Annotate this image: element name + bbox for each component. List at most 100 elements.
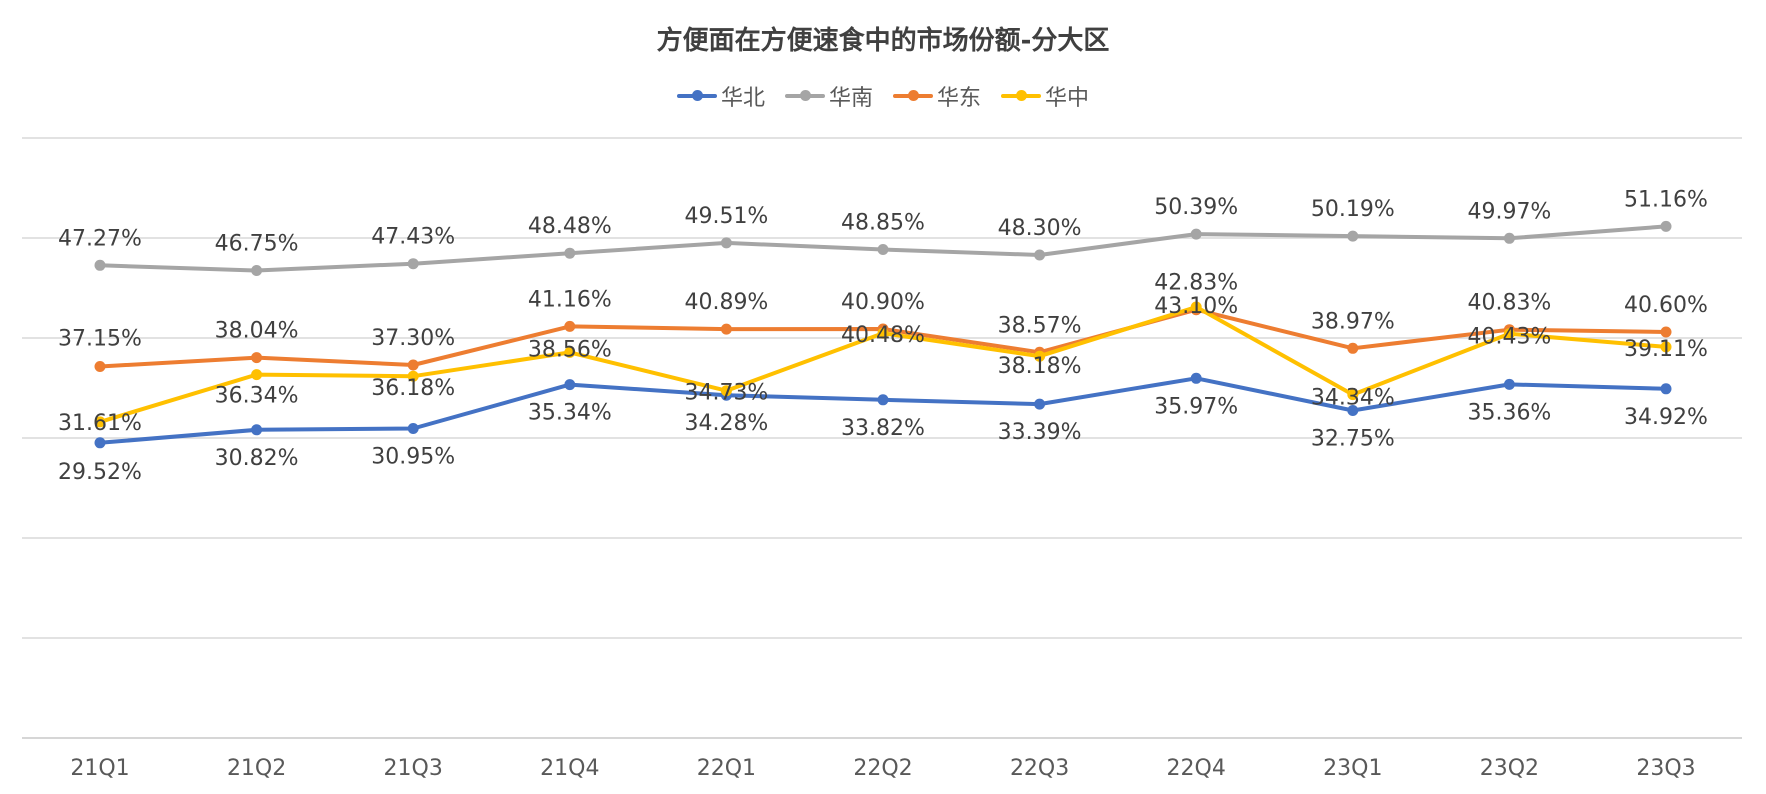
data-point <box>94 361 106 372</box>
data-point <box>1660 220 1672 232</box>
data-point <box>1190 372 1202 384</box>
data-point <box>1034 398 1046 410</box>
x-tick-label: 22Q2 <box>853 756 912 781</box>
legend-item-huadong[interactable]: 华东 <box>893 80 981 112</box>
data-label: 46.75% <box>215 232 299 257</box>
data-label: 35.97% <box>1154 394 1238 419</box>
x-tick-label: 22Q1 <box>697 756 756 781</box>
data-label: 48.30% <box>998 216 1082 241</box>
legend: 华北 华南 华东 华中 <box>0 80 1766 112</box>
data-label: 40.48% <box>841 323 925 348</box>
data-point <box>877 394 889 406</box>
x-tick-label: 23Q3 <box>1636 756 1695 781</box>
data-label: 40.43% <box>1467 325 1551 350</box>
data-point <box>1034 249 1046 261</box>
data-point <box>1660 383 1672 395</box>
data-label: 41.16% <box>528 287 612 312</box>
x-tick-label: 22Q4 <box>1167 756 1226 781</box>
data-point <box>877 327 889 339</box>
data-label: 50.19% <box>1311 197 1395 222</box>
data-label: 33.82% <box>841 416 925 441</box>
legend-label-huabei: 华北 <box>720 86 765 111</box>
legend-label-huazhong: 华中 <box>1045 86 1090 111</box>
data-point <box>720 237 732 249</box>
data-point <box>407 423 419 434</box>
data-label: 48.48% <box>528 214 612 239</box>
x-tick-label: 21Q4 <box>540 756 599 781</box>
data-label: 34.92% <box>1624 405 1708 430</box>
data-point <box>1660 326 1672 338</box>
data-label: 40.90% <box>841 290 925 315</box>
data-point <box>407 258 419 270</box>
data-label: 47.27% <box>58 226 142 251</box>
chart-title: 方便面在方便速食中的市场份额-分大区 <box>656 26 1110 56</box>
legend-label-huadong: 华东 <box>937 86 982 111</box>
data-label: 43.10% <box>1154 294 1238 319</box>
data-point <box>564 379 576 391</box>
data-label: 49.97% <box>1467 199 1551 224</box>
data-point <box>1190 301 1202 313</box>
legend-item-huanan[interactable]: 华南 <box>784 80 873 112</box>
data-label: 42.83% <box>1154 271 1238 296</box>
data-label: 47.43% <box>371 225 455 250</box>
data-label: 40.89% <box>684 290 768 315</box>
data-point <box>94 437 106 449</box>
data-label: 40.83% <box>1467 291 1551 316</box>
data-label: 38.04% <box>215 319 299 344</box>
data-point <box>94 259 106 271</box>
data-label: 36.18% <box>371 376 455 401</box>
data-label: 51.16% <box>1624 187 1708 212</box>
data-label: 34.28% <box>684 411 768 436</box>
data-label: 30.82% <box>215 446 299 471</box>
data-point <box>1347 389 1359 401</box>
data-label: 38.57% <box>998 313 1082 338</box>
data-point <box>251 369 263 381</box>
data-point <box>94 416 106 428</box>
data-point <box>1034 350 1046 362</box>
legend-item-huabei[interactable]: 华北 <box>676 80 765 112</box>
legend-item-huazhong[interactable]: 华中 <box>1001 80 1089 112</box>
data-point <box>407 370 419 382</box>
data-point <box>1347 230 1359 242</box>
data-label: 34.34% <box>1311 386 1395 411</box>
data-label: 39.11% <box>1624 337 1708 362</box>
data-point <box>564 320 576 332</box>
data-label: 35.34% <box>528 401 612 426</box>
legend-swatch-huanan <box>784 90 825 101</box>
data-label: 35.36% <box>1467 400 1551 425</box>
legend-label-huanan: 华南 <box>828 86 873 111</box>
data-label: 38.18% <box>998 354 1082 379</box>
data-label: 36.34% <box>215 384 299 409</box>
data-point <box>564 346 576 358</box>
data-label: 48.85% <box>841 211 925 236</box>
x-tick-label: 21Q2 <box>227 756 286 781</box>
data-point <box>251 424 263 436</box>
data-point <box>877 244 889 255</box>
data-label: 37.30% <box>371 326 455 351</box>
data-point <box>1503 232 1515 244</box>
legend-swatch-huabei <box>676 90 717 101</box>
x-tick-label: 23Q2 <box>1480 756 1539 781</box>
data-label: 40.60% <box>1624 293 1708 318</box>
x-tick-label: 21Q3 <box>384 756 443 781</box>
data-label: 31.61% <box>58 411 142 436</box>
data-point <box>1347 405 1359 416</box>
data-point <box>1347 342 1359 354</box>
data-point <box>1503 328 1515 340</box>
data-point <box>1503 378 1515 390</box>
data-label: 38.97% <box>1311 309 1395 334</box>
x-tick-label: 23Q1 <box>1323 756 1382 781</box>
data-label: 37.15% <box>58 327 142 352</box>
data-label: 32.75% <box>1311 427 1395 452</box>
legend-swatch-huadong <box>893 90 933 101</box>
data-point <box>1660 341 1672 353</box>
data-label: 30.95% <box>371 445 455 470</box>
data-label: 34.73% <box>684 381 768 406</box>
data-point <box>720 385 732 397</box>
data-point <box>251 352 263 364</box>
data-label: 33.39% <box>998 420 1082 445</box>
data-point <box>1190 228 1202 240</box>
data-point <box>407 359 419 371</box>
data-label: 38.56% <box>528 337 612 362</box>
